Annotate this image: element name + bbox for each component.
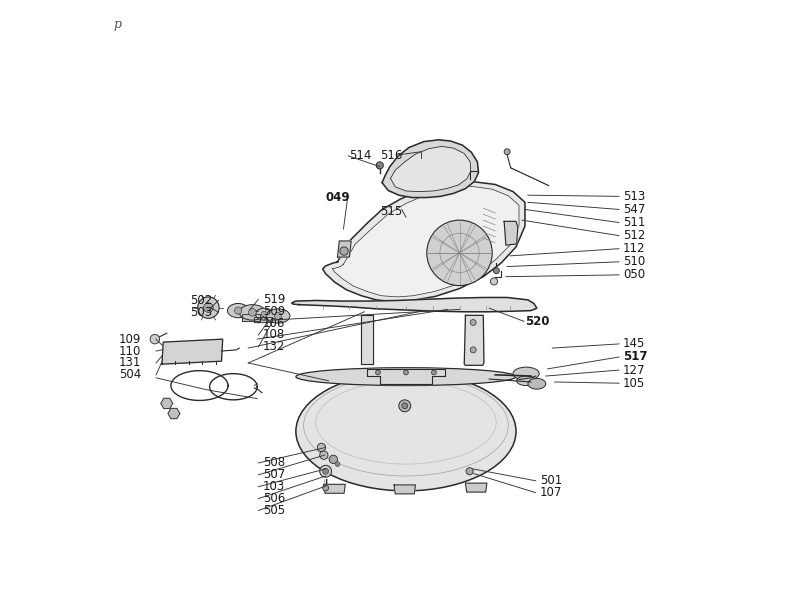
Text: 505: 505 xyxy=(263,504,286,517)
Circle shape xyxy=(274,312,282,320)
Polygon shape xyxy=(382,140,478,198)
Polygon shape xyxy=(168,408,180,419)
Polygon shape xyxy=(161,398,173,409)
Text: 108: 108 xyxy=(263,328,286,342)
Polygon shape xyxy=(332,186,519,297)
Polygon shape xyxy=(322,181,525,302)
Text: 110: 110 xyxy=(119,345,142,358)
Text: 507: 507 xyxy=(263,468,286,481)
Text: 049: 049 xyxy=(326,191,350,204)
Polygon shape xyxy=(367,369,445,384)
Text: 145: 145 xyxy=(623,337,646,350)
Circle shape xyxy=(494,268,499,274)
Ellipse shape xyxy=(528,378,546,389)
Text: 109: 109 xyxy=(119,333,142,346)
Circle shape xyxy=(204,303,213,312)
Circle shape xyxy=(340,247,348,255)
Circle shape xyxy=(403,370,408,375)
Circle shape xyxy=(376,162,383,169)
Circle shape xyxy=(262,311,267,317)
Circle shape xyxy=(322,468,329,474)
Polygon shape xyxy=(338,241,351,257)
Ellipse shape xyxy=(227,303,249,318)
Text: 103: 103 xyxy=(263,480,286,493)
Circle shape xyxy=(466,468,473,475)
Text: 517: 517 xyxy=(623,350,648,364)
Text: 508: 508 xyxy=(263,456,286,469)
Circle shape xyxy=(329,455,338,464)
Text: 510: 510 xyxy=(623,255,646,268)
Text: 106: 106 xyxy=(263,317,286,330)
Text: 127: 127 xyxy=(623,364,646,377)
Polygon shape xyxy=(292,298,537,312)
Text: 504: 504 xyxy=(119,368,142,381)
Circle shape xyxy=(318,443,326,452)
Circle shape xyxy=(249,308,256,317)
Text: 503: 503 xyxy=(190,306,213,319)
Polygon shape xyxy=(394,485,415,494)
Text: 547: 547 xyxy=(623,203,646,216)
Text: 501: 501 xyxy=(540,474,562,487)
Text: 502: 502 xyxy=(190,294,213,307)
Circle shape xyxy=(426,220,492,286)
Text: 513: 513 xyxy=(623,190,646,203)
Polygon shape xyxy=(504,221,518,245)
Circle shape xyxy=(490,278,498,285)
Polygon shape xyxy=(466,483,487,492)
Text: 512: 512 xyxy=(623,229,646,242)
Ellipse shape xyxy=(255,308,274,320)
Circle shape xyxy=(399,400,410,412)
Circle shape xyxy=(470,320,476,325)
Text: 132: 132 xyxy=(263,340,286,353)
Polygon shape xyxy=(162,339,222,364)
Circle shape xyxy=(198,297,219,318)
Polygon shape xyxy=(242,314,260,321)
Ellipse shape xyxy=(266,309,290,323)
Circle shape xyxy=(234,307,242,314)
Polygon shape xyxy=(390,146,471,192)
Text: 107: 107 xyxy=(540,486,562,499)
Polygon shape xyxy=(464,315,484,365)
Circle shape xyxy=(504,149,510,155)
Circle shape xyxy=(322,485,329,491)
Text: 516: 516 xyxy=(380,149,402,162)
Polygon shape xyxy=(362,315,374,364)
Text: 506: 506 xyxy=(263,492,286,505)
Ellipse shape xyxy=(517,376,536,386)
Text: 112: 112 xyxy=(623,242,646,255)
Circle shape xyxy=(402,403,408,409)
Ellipse shape xyxy=(296,368,516,386)
Ellipse shape xyxy=(239,305,266,320)
Ellipse shape xyxy=(296,372,516,491)
Circle shape xyxy=(376,370,380,375)
Polygon shape xyxy=(324,484,346,493)
Polygon shape xyxy=(254,317,272,322)
Text: 520: 520 xyxy=(525,315,550,328)
Circle shape xyxy=(320,451,328,459)
Circle shape xyxy=(335,462,340,466)
Text: 515: 515 xyxy=(380,205,402,218)
Text: 514: 514 xyxy=(350,149,372,162)
Circle shape xyxy=(431,370,436,375)
Circle shape xyxy=(320,465,331,477)
Text: 105: 105 xyxy=(623,377,646,390)
Text: 511: 511 xyxy=(623,216,646,229)
Text: p: p xyxy=(114,18,122,31)
Text: 050: 050 xyxy=(623,268,646,281)
Circle shape xyxy=(470,347,476,353)
Text: 509: 509 xyxy=(263,305,286,318)
Ellipse shape xyxy=(513,367,539,380)
Circle shape xyxy=(150,334,160,344)
Text: 131: 131 xyxy=(119,356,142,369)
Text: 519: 519 xyxy=(263,293,286,306)
